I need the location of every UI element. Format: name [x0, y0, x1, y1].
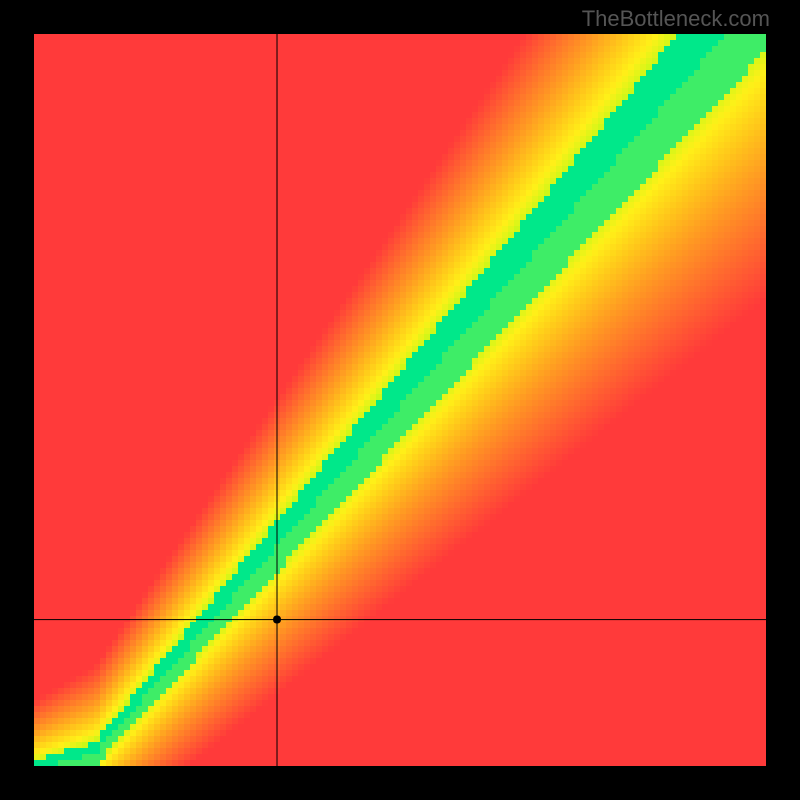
heatmap-canvas	[0, 0, 800, 800]
chart-container: TheBottleneck.com	[0, 0, 800, 800]
watermark-label: TheBottleneck.com	[582, 6, 770, 32]
